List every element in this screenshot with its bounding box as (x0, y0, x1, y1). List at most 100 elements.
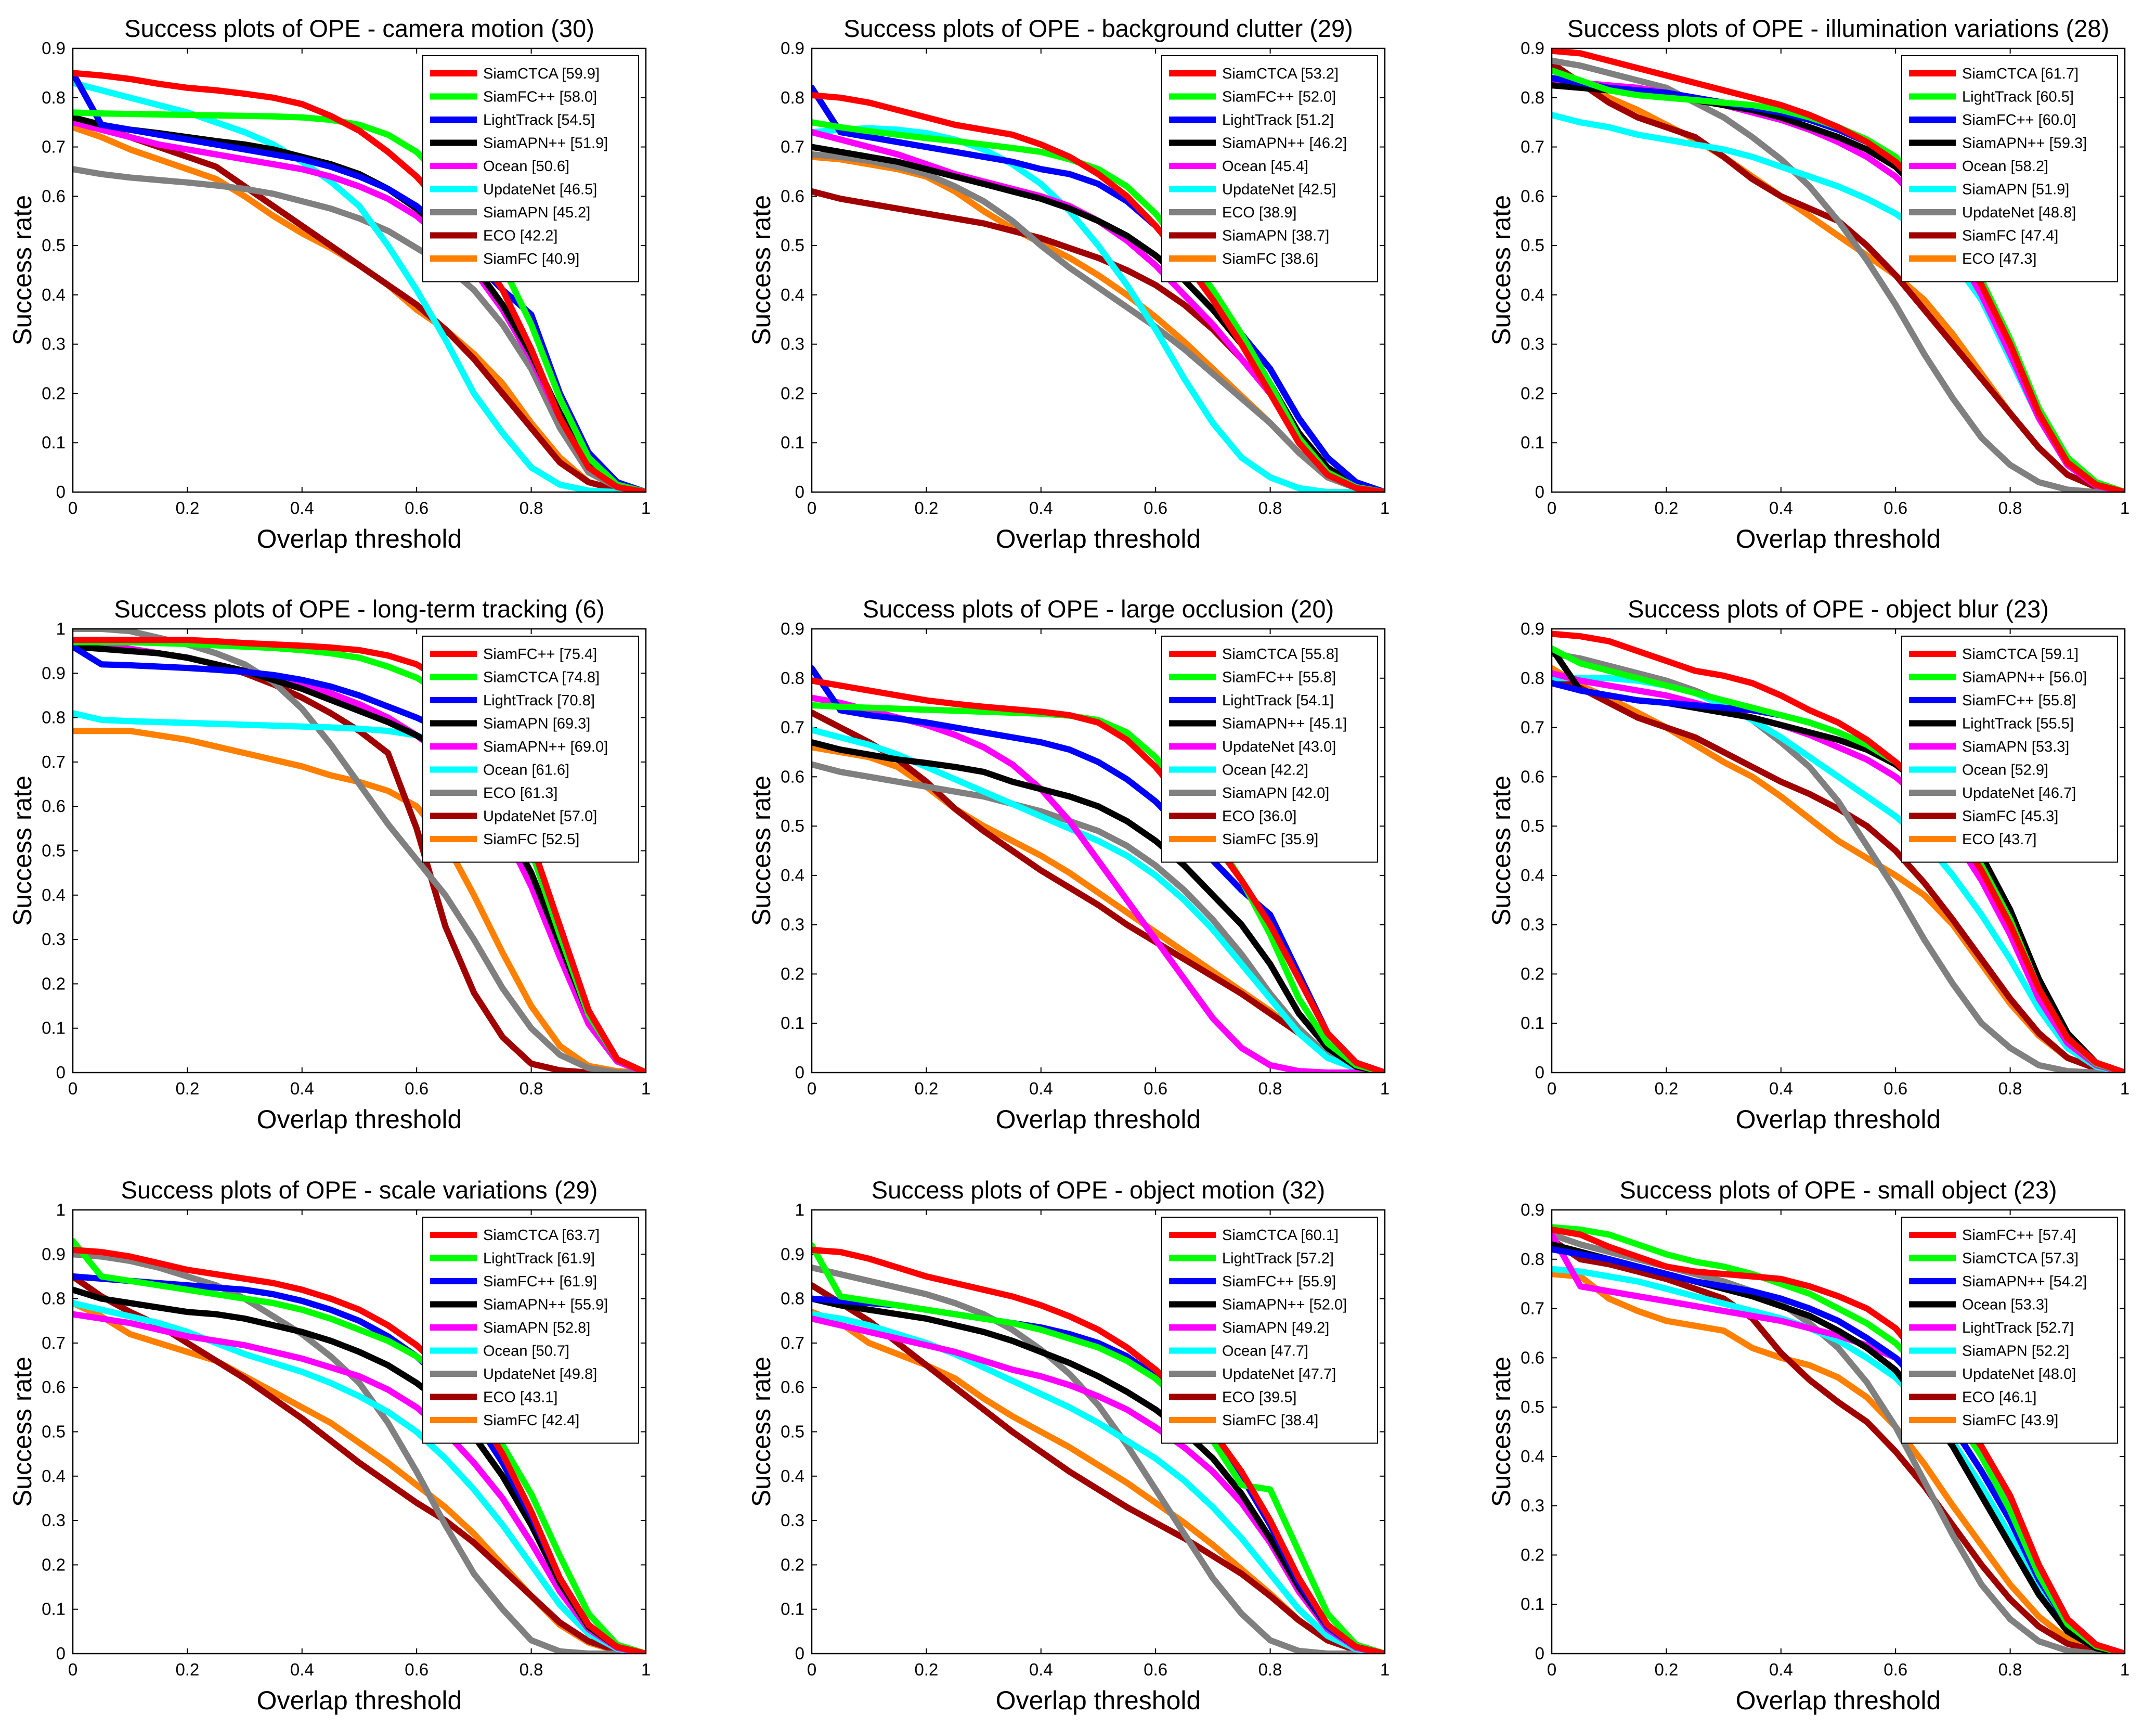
series-line (1552, 1271, 2125, 1654)
y-tick-label: 0.2 (42, 1555, 66, 1574)
x-tick-label: 0.6 (1884, 1660, 1907, 1679)
y-tick-label: 0 (795, 1063, 804, 1082)
y-tick-label: 0.5 (781, 236, 804, 255)
x-axis-label: Overlap threshold (1736, 1686, 1941, 1715)
plot-title: Success plots of OPE - scale variations … (121, 1176, 598, 1204)
legend-entry: LightTrack [52.7] (1962, 1320, 2074, 1336)
series-line (73, 643, 646, 1073)
series-line (1552, 650, 2125, 1073)
axes-box (72, 628, 647, 1074)
y-tick-label: 0.5 (781, 816, 804, 835)
x-tick-label: 0.6 (1144, 1660, 1167, 1679)
y-tick-label: 0.1 (781, 433, 804, 452)
legend: SiamCTCA [60.1] LightTrack [57.2] SiamFC++… (1161, 1217, 1378, 1444)
x-tick-label: 0.4 (290, 1660, 314, 1679)
series-group (73, 1237, 646, 1654)
subplot-1: Success plots of OPE - camera motion (30… (8, 15, 651, 553)
x-axis-label: Overlap threshold (996, 524, 1201, 553)
x-tick-label: 0.2 (175, 498, 199, 518)
x-axis-label: Overlap threshold (996, 1105, 1201, 1134)
legend-entry: SiamCTCA [74.8] (483, 669, 600, 686)
y-tick-label: 0.4 (1521, 1447, 1544, 1466)
y-tick-label: 0.5 (1521, 1397, 1544, 1416)
legend: SiamFC++ [75.4] SiamCTCA [74.8] LightTrack… (422, 636, 639, 863)
legend-entry: ECO [39.5] (1222, 1389, 1296, 1406)
y-tick-label: 0.3 (781, 915, 804, 934)
x-axis-label: Overlap threshold (257, 1105, 462, 1134)
x-tick-label: 0.2 (1654, 1079, 1678, 1098)
x-tick-label: 0.6 (1144, 1079, 1167, 1098)
y-axis-label: Success rate (8, 776, 37, 926)
x-tick-label: 0.2 (175, 1079, 199, 1098)
y-tick-label: 0 (795, 482, 804, 501)
legend-entry: SiamFC++ [55.8] (1222, 669, 1336, 686)
legend-entry: SiamFC [45.3] (1962, 808, 2058, 825)
y-tick-label: 0.4 (781, 1466, 804, 1486)
legend-entry: SiamAPN++ [51.9] (483, 135, 608, 152)
subplot-6: Success plots of OPE - object blur (23) 0… (1487, 595, 2129, 1134)
y-tick-label: 0.1 (42, 433, 66, 452)
legend-entry: SiamFC [38.4] (1222, 1412, 1318, 1429)
legend-entry: SiamFC++ [61.9] (483, 1273, 597, 1290)
legend-entry: LightTrack [55.5] (1962, 716, 2074, 732)
x-tick-label: 0.4 (1769, 1660, 1793, 1679)
legend-entry: UpdateNet [46.5] (483, 182, 597, 198)
y-tick-label: 0.1 (42, 1600, 66, 1619)
x-tick-label: 0.6 (405, 1079, 428, 1098)
y-tick-label: 0.7 (42, 137, 66, 157)
y-tick-label: 0.1 (781, 1013, 804, 1033)
plot-title: Success plots of OPE - object motion (32… (872, 1176, 1325, 1204)
series-line (1552, 1266, 2125, 1654)
y-tick-label: 0 (1535, 1063, 1544, 1082)
y-tick-label: 0.2 (781, 1555, 804, 1574)
series-group (1552, 1224, 2125, 1654)
series-group (812, 84, 1385, 492)
x-tick-label: 0.8 (1998, 1660, 2022, 1679)
legend-entry: SiamAPN++ [46.2] (1222, 135, 1347, 152)
x-tick-label: 0.8 (1258, 498, 1282, 518)
x-tick-label: 0.6 (405, 498, 428, 518)
x-axis-label: Overlap threshold (257, 1686, 462, 1715)
series-group (1552, 48, 2125, 492)
x-tick-label: 0.4 (1029, 1079, 1053, 1098)
y-tick-label: 0.5 (781, 1422, 804, 1441)
legend-entry: SiamAPN [45.2] (483, 204, 590, 221)
x-tick-label: 1 (2120, 1079, 2129, 1098)
series-line (1552, 675, 2125, 1073)
y-tick-label: 0.9 (42, 1244, 66, 1263)
series-line (812, 119, 1385, 492)
x-tick-label: 0.2 (914, 1660, 938, 1679)
y-tick-label: 0.9 (781, 38, 804, 58)
axes-box (811, 628, 1386, 1074)
axes-box (811, 47, 1386, 493)
legend-entry: ECO [43.1] (483, 1389, 557, 1406)
y-tick-label: 0.2 (781, 964, 804, 983)
series-group (73, 70, 646, 492)
y-tick-label: 0.3 (781, 334, 804, 354)
y-tick-label: 0.4 (781, 866, 804, 885)
x-tick-label: 0.6 (1884, 1079, 1907, 1098)
series-line (1552, 48, 2125, 492)
y-tick-label: 0.7 (781, 1333, 804, 1352)
x-axis-label: Overlap threshold (1736, 524, 1941, 553)
x-axis-label: Overlap threshold (257, 524, 462, 553)
subplot-7: Success plots of OPE - scale variations … (8, 1176, 651, 1715)
legend-entry: SiamCTCA [55.8] (1222, 646, 1339, 663)
y-tick-label: 0.2 (42, 383, 66, 403)
y-tick-label: 0.9 (1521, 1200, 1544, 1219)
y-tick-label: 0.9 (781, 619, 804, 638)
y-axis-label: Success rate (747, 195, 776, 345)
y-tick-label: 0.5 (1521, 816, 1544, 835)
y-tick-label: 0.9 (1521, 38, 1544, 58)
series-line (73, 1251, 646, 1654)
x-tick-label: 0.2 (175, 1660, 199, 1679)
y-tick-label: 0.3 (781, 1511, 804, 1530)
series-line (1552, 630, 2125, 1073)
x-tick-label: 0.4 (1769, 1079, 1793, 1098)
series-line (812, 1295, 1385, 1654)
legend-entry: ECO [46.1] (1962, 1389, 2036, 1406)
y-tick-label: 0.8 (1521, 1249, 1544, 1269)
legend-entry: ECO [36.0] (1222, 808, 1296, 825)
legend-entry: ECO [61.3] (483, 785, 557, 802)
